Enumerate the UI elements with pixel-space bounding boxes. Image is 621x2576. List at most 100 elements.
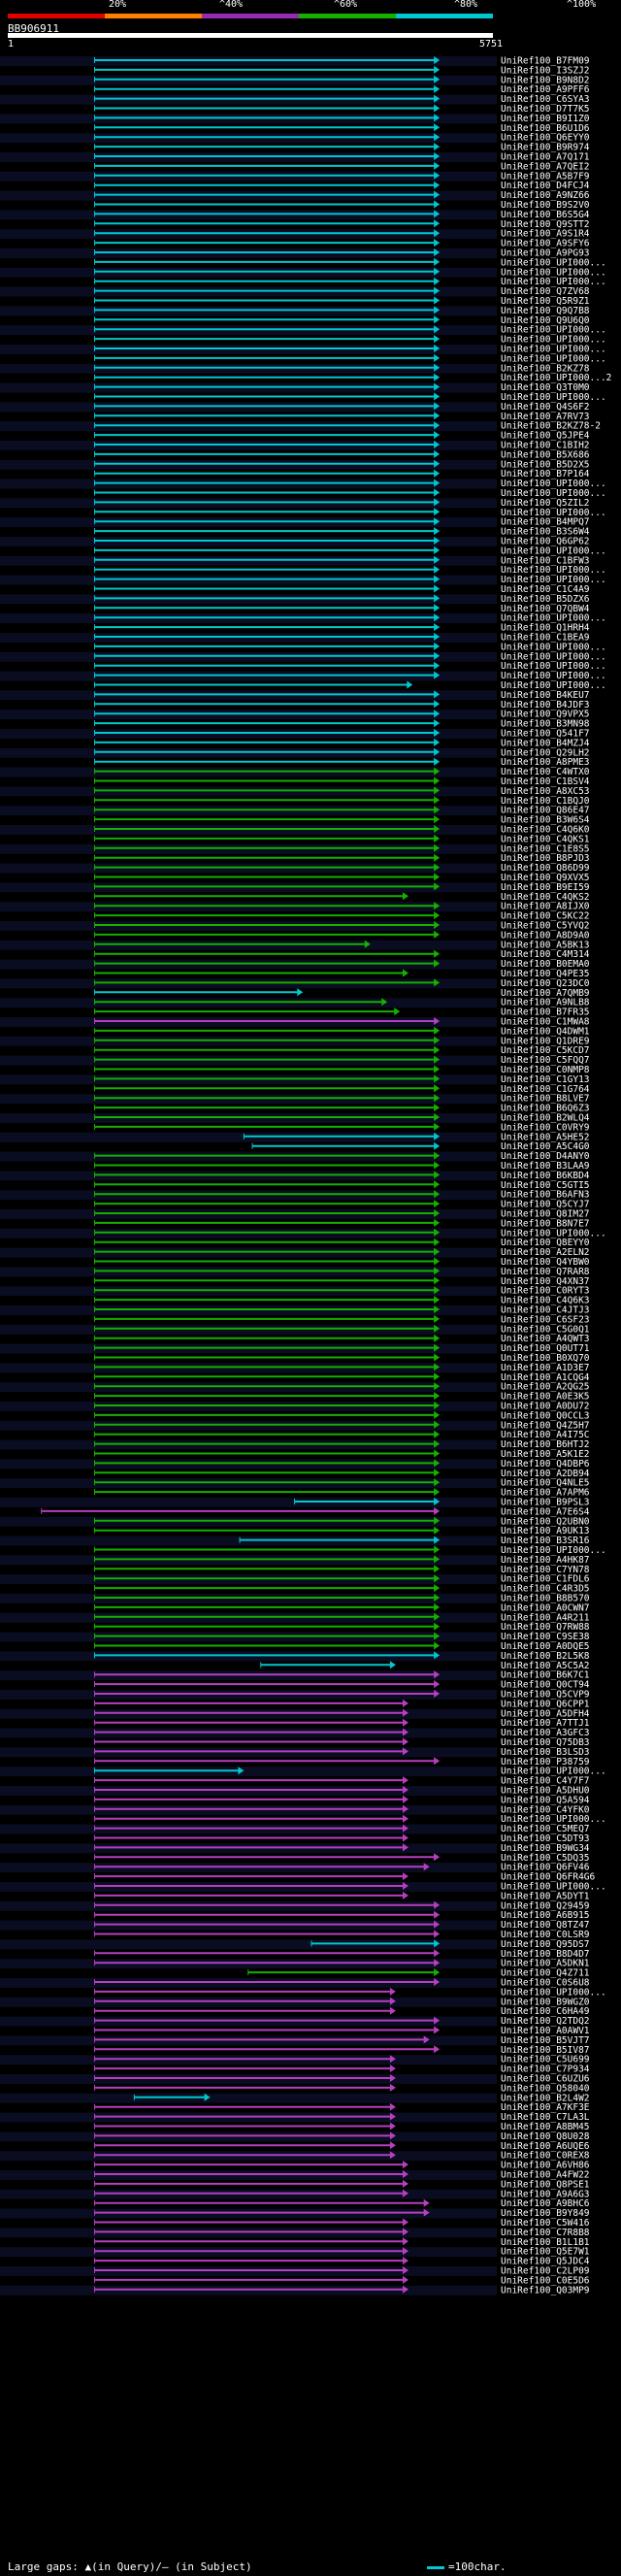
hit-arrow bbox=[434, 479, 441, 487]
hit-label: UniRef100_Q541F7 bbox=[501, 729, 590, 740]
hit-arrow bbox=[434, 508, 441, 516]
hit-label: UniRef100_Q6EYY0 bbox=[501, 133, 590, 144]
hit-arrow bbox=[434, 421, 441, 430]
hit-arrow bbox=[434, 488, 441, 497]
hit-label: UniRef100_I3SZJ2 bbox=[501, 65, 590, 76]
hit-label: UniRef100_B0XQ70 bbox=[501, 1353, 590, 1364]
hit-arrow bbox=[434, 1670, 441, 1679]
hit-label: UniRef100_B2WLQ4 bbox=[501, 1113, 590, 1124]
hit-label: UniRef100_C1GY13 bbox=[501, 1074, 590, 1085]
hit-arrow bbox=[434, 1968, 441, 1977]
hit-arrow bbox=[434, 1392, 441, 1401]
hit-label: UniRef100_C5DQ35 bbox=[501, 1853, 590, 1864]
hit-label: UniRef100_C4WTX0 bbox=[501, 767, 590, 777]
hit-label: UniRef100_Q4YBW0 bbox=[501, 1257, 590, 1268]
hit-label: UniRef100_C7P934 bbox=[501, 2064, 590, 2075]
hit-arrow bbox=[434, 143, 441, 151]
scale-label: =100char. bbox=[448, 2560, 507, 2573]
identity-tick-80: ^80% bbox=[454, 0, 478, 10]
hit-label: UniRef100_A2DB94 bbox=[501, 1469, 590, 1479]
hit-label: UniRef100_A9SFY6 bbox=[501, 239, 590, 249]
hit-arrow bbox=[434, 545, 441, 554]
hit-label: UniRef100_A5DYT1 bbox=[501, 1891, 590, 1901]
hit-arrow bbox=[434, 1257, 441, 1266]
hit-label: UniRef100_B6KBD4 bbox=[501, 1171, 590, 1181]
hit-arrow bbox=[434, 382, 441, 391]
hit-label: UniRef100_B4MZJ4 bbox=[501, 738, 590, 748]
hit-arrow bbox=[434, 565, 441, 574]
hit-label: UniRef100_UPI000...2 bbox=[501, 373, 611, 383]
hit-label: UniRef100_C5W416 bbox=[501, 2218, 590, 2229]
hit-arrow bbox=[402, 2228, 409, 2236]
hit-arrow bbox=[434, 1939, 441, 1948]
hit-arrow bbox=[434, 210, 441, 218]
hit-arrow bbox=[434, 1478, 441, 1487]
hit-label: UniRef100_A9PG93 bbox=[501, 248, 590, 259]
row-stripe bbox=[0, 1498, 497, 1507]
hit-arrow bbox=[402, 1737, 409, 1746]
hit-arrow bbox=[434, 1171, 441, 1179]
query-id: BB906911 bbox=[8, 22, 59, 35]
hit-label: UniRef100_Q0CCL3 bbox=[501, 1410, 590, 1421]
hit-arrow bbox=[434, 229, 441, 238]
hit-arrow bbox=[434, 1218, 441, 1227]
hit-arrow bbox=[434, 392, 441, 401]
hit-arrow bbox=[434, 1469, 441, 1477]
hit-label: UniRef100_Q8PSE1 bbox=[501, 2179, 590, 2190]
hit-arrow bbox=[434, 1574, 441, 1583]
hit-arrow bbox=[434, 1959, 441, 1967]
hit-arrow bbox=[434, 402, 441, 411]
hit-arrow bbox=[407, 680, 413, 689]
hit-label: UniRef100_A9S1R4 bbox=[501, 229, 590, 240]
hit-label: UniRef100_C5G0Q1 bbox=[501, 1324, 590, 1335]
hit-label: UniRef100_C5KC22 bbox=[501, 911, 590, 922]
hit-label: UniRef100_UPI000... bbox=[501, 642, 606, 652]
hit-arrow bbox=[389, 1997, 396, 2005]
hit-arrow bbox=[434, 1314, 441, 1323]
hit-arrow bbox=[434, 296, 441, 305]
hit-arrow bbox=[434, 94, 441, 103]
hit-label: UniRef100_A9A6G3 bbox=[501, 2189, 590, 2199]
hit-label: UniRef100_A5DKN1 bbox=[501, 1959, 590, 1969]
hit-label: UniRef100_C7YN78 bbox=[501, 1565, 590, 1575]
hit-label: UniRef100_Q7QBW4 bbox=[501, 604, 590, 614]
hit-arrow bbox=[434, 1324, 441, 1333]
hit-label: UniRef100_Q8TZ47 bbox=[501, 1920, 590, 1931]
hit-label: UniRef100_C2LP09 bbox=[501, 2266, 590, 2277]
hit-label: UniRef100_Q4PE35 bbox=[501, 969, 590, 979]
hit-arrow bbox=[434, 219, 441, 228]
hit-label: UniRef100_C1FDL6 bbox=[501, 1574, 590, 1585]
hit-label: UniRef100_B8B570 bbox=[501, 1594, 590, 1604]
hit-arrow bbox=[402, 1776, 409, 1785]
hit-arrow bbox=[434, 2016, 441, 2025]
hit-arrow bbox=[434, 873, 441, 881]
hit-label: UniRef100_B2KZ78 bbox=[501, 363, 590, 374]
hit-arrow bbox=[434, 1565, 441, 1573]
hit-label: UniRef100_UPI000... bbox=[501, 651, 606, 662]
scale-swatch bbox=[427, 2565, 444, 2569]
hit-label: UniRef100_UPI000... bbox=[501, 565, 606, 576]
hit-label: UniRef100_C4YFK0 bbox=[501, 1804, 590, 1815]
hit-arrow bbox=[434, 1094, 441, 1103]
hit-arrow bbox=[434, 412, 441, 420]
hit-arrow bbox=[434, 604, 441, 612]
hit-arrow bbox=[402, 1824, 409, 1833]
hit-arrow bbox=[434, 1132, 441, 1140]
hit-label: UniRef100_UPI000... bbox=[501, 345, 606, 355]
hit-arrow bbox=[434, 257, 441, 266]
hit-label: UniRef100_Q3T0M0 bbox=[501, 382, 590, 393]
hit-label: UniRef100_UPI000... bbox=[501, 1987, 606, 1998]
hit-label: UniRef100_B7FR35 bbox=[501, 1007, 590, 1018]
hit-label: UniRef100_Q4S6F2 bbox=[501, 402, 590, 413]
hit-arrow bbox=[434, 815, 441, 824]
hit-arrow bbox=[434, 1536, 441, 1544]
hit-label: UniRef100_A9NZ66 bbox=[501, 190, 590, 201]
hit-arrow bbox=[434, 959, 441, 968]
hit-label: UniRef100_Q29LH2 bbox=[501, 747, 590, 758]
hit-arrow bbox=[434, 1402, 441, 1409]
hit-label: UniRef100_Q4Z711 bbox=[501, 1968, 590, 1979]
hit-label: UniRef100_B5VJT7 bbox=[501, 2035, 590, 2046]
hit-arrow bbox=[389, 2055, 396, 2064]
hit-label: UniRef100_A0DQE5 bbox=[501, 1641, 590, 1652]
hit-label: UniRef100_B4MPQ7 bbox=[501, 517, 590, 528]
